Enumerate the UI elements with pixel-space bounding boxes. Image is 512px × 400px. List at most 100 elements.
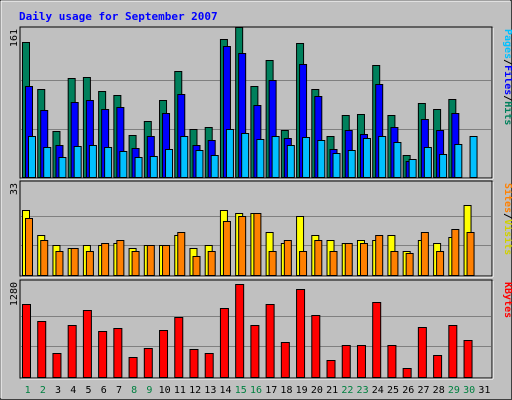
x-tick-label-day-14: 14 — [220, 385, 232, 396]
bar-pages-day-2 — [43, 147, 52, 178]
x-tick-label-day-31: 31 — [478, 385, 490, 396]
bar-sites-day-16 — [253, 213, 262, 276]
x-tick-label-day-25: 25 — [387, 385, 399, 396]
x-tick-label-day-27: 27 — [417, 385, 429, 396]
legend-entry: Visits — [502, 219, 512, 255]
bar-kbytes-day-29 — [448, 325, 458, 378]
bar-pages-day-27 — [423, 147, 432, 178]
legend-entry: Hits — [502, 101, 512, 125]
panel-kbytes-ymax-label: 1280 — [9, 282, 20, 306]
panel-visits: 33 Sites/Visits — [9, 180, 512, 278]
bar-kbytes-day-13 — [204, 353, 214, 378]
panel-hits-ymax-label: 161 — [9, 29, 20, 47]
bar-kbytes-day-4 — [67, 325, 77, 378]
bar-sites-day-3 — [55, 251, 64, 276]
bar-kbytes-day-6 — [98, 331, 108, 378]
panel-visits-legend: Sites/Visits — [502, 183, 512, 255]
bar-pages-day-11 — [180, 136, 189, 178]
bar-kbytes-day-9 — [143, 348, 153, 378]
bar-pages-day-10 — [165, 149, 174, 178]
bar-pages-day-22 — [347, 150, 356, 178]
bar-sites-day-7 — [116, 240, 125, 276]
bar-kbytes-day-28 — [433, 355, 443, 378]
x-tick-label-day-18: 18 — [280, 385, 292, 396]
chart-panels: 161 Pages/Files/Hits 33 Sites/Visits 1280 KBy… — [9, 26, 512, 380]
bar-sites-day-27 — [420, 232, 429, 276]
x-tick-label-day-21: 21 — [326, 385, 338, 396]
bar-pages-day-9 — [149, 156, 158, 178]
bar-sites-day-12 — [192, 256, 201, 276]
bar-sites-day-15 — [238, 216, 247, 276]
bar-kbytes-day-23 — [356, 345, 366, 378]
bar-pages-day-18 — [286, 145, 295, 178]
panel-hits: 161 Pages/Files/Hits — [9, 26, 512, 180]
bar-sites-day-25 — [390, 251, 399, 276]
x-tick-label-day-28: 28 — [433, 385, 445, 396]
bar-pages-day-12 — [195, 150, 204, 178]
bar-pages-day-16 — [256, 139, 265, 178]
bar-kbytes-day-3 — [52, 353, 62, 378]
bar-kbytes-day-10 — [159, 330, 169, 378]
bar-kbytes-day-7 — [113, 328, 123, 378]
legend-entry: Pages — [502, 29, 512, 59]
bar-kbytes-day-27 — [417, 327, 427, 378]
bar-sites-day-20 — [314, 240, 323, 276]
x-tick-label-day-22: 22 — [341, 385, 353, 396]
bar-kbytes-day-18 — [280, 342, 290, 378]
bar-sites-day-22 — [344, 243, 353, 276]
x-tick-label-day-11: 11 — [174, 385, 186, 396]
x-tick-label-day-15: 15 — [235, 385, 247, 396]
x-tick-label-day-2: 2 — [40, 385, 46, 396]
bar-pages-day-25 — [393, 142, 402, 178]
bar-sites-day-6 — [101, 243, 110, 276]
x-tick-label-day-5: 5 — [86, 385, 92, 396]
x-tick-label-day-9: 9 — [146, 385, 152, 396]
bar-pages-day-30 — [469, 136, 478, 178]
bar-kbytes-day-30 — [463, 340, 473, 378]
x-tick-label-day-19: 19 — [296, 385, 308, 396]
x-tick-label-day-10: 10 — [159, 385, 171, 396]
bar-sites-day-29 — [451, 229, 460, 276]
x-tick-label-day-12: 12 — [189, 385, 201, 396]
x-tick-label-day-30: 30 — [463, 385, 475, 396]
bar-kbytes-day-8 — [128, 357, 138, 378]
bar-sites-day-14 — [222, 221, 231, 276]
bar-pages-day-5 — [88, 145, 97, 178]
chart-title: Daily usage for September 2007 — [19, 10, 218, 23]
bar-pages-day-15 — [241, 133, 250, 178]
bar-sites-day-9 — [146, 245, 155, 276]
panel-kbytes: 1280 KBytes — [9, 279, 512, 380]
bar-pages-day-13 — [210, 155, 219, 178]
panel-hits-legend: Pages/Files/Hits — [502, 29, 512, 125]
panel-visits-ymax-label: 33 — [9, 183, 20, 195]
panel-kbytes-legend: KBytes — [502, 282, 512, 318]
bar-kbytes-day-20 — [311, 315, 321, 378]
x-tick-label-day-13: 13 — [204, 385, 216, 396]
bar-pages-day-19 — [302, 137, 311, 178]
bar-sites-day-4 — [70, 248, 79, 276]
bar-pages-day-8 — [134, 157, 143, 178]
bar-pages-day-20 — [317, 140, 326, 178]
bar-pages-day-6 — [104, 147, 113, 178]
bar-kbytes-day-21 — [326, 360, 336, 378]
bar-kbytes-day-14 — [219, 308, 229, 378]
bar-pages-day-29 — [454, 144, 463, 178]
x-axis-labels: 1 2 3 4 5 6 7 8 9 10 11 12 13 14 15 16 17 18 19 20 21 22 23 24 2… — [25, 385, 491, 396]
bar-sites-day-11 — [177, 232, 186, 276]
x-tick-label-day-26: 26 — [402, 385, 414, 396]
bar-kbytes-day-12 — [189, 349, 199, 378]
bar-pages-day-1 — [28, 136, 36, 178]
x-tick-label-day-4: 4 — [70, 385, 76, 396]
bar-sites-day-17 — [268, 251, 277, 276]
bar-sites-day-30 — [466, 232, 475, 276]
x-tick-label-day-3: 3 — [55, 385, 61, 396]
x-tick-label-day-6: 6 — [101, 385, 107, 396]
bar-kbytes-day-22 — [341, 345, 351, 378]
bar-sites-day-21 — [329, 251, 338, 276]
bar-sites-day-13 — [207, 251, 216, 276]
bar-kbytes-day-1 — [22, 304, 31, 378]
x-tick-label-day-16: 16 — [250, 385, 262, 396]
bar-pages-day-26 — [408, 159, 417, 178]
bar-sites-day-5 — [85, 251, 94, 276]
bar-sites-day-26 — [405, 253, 414, 276]
